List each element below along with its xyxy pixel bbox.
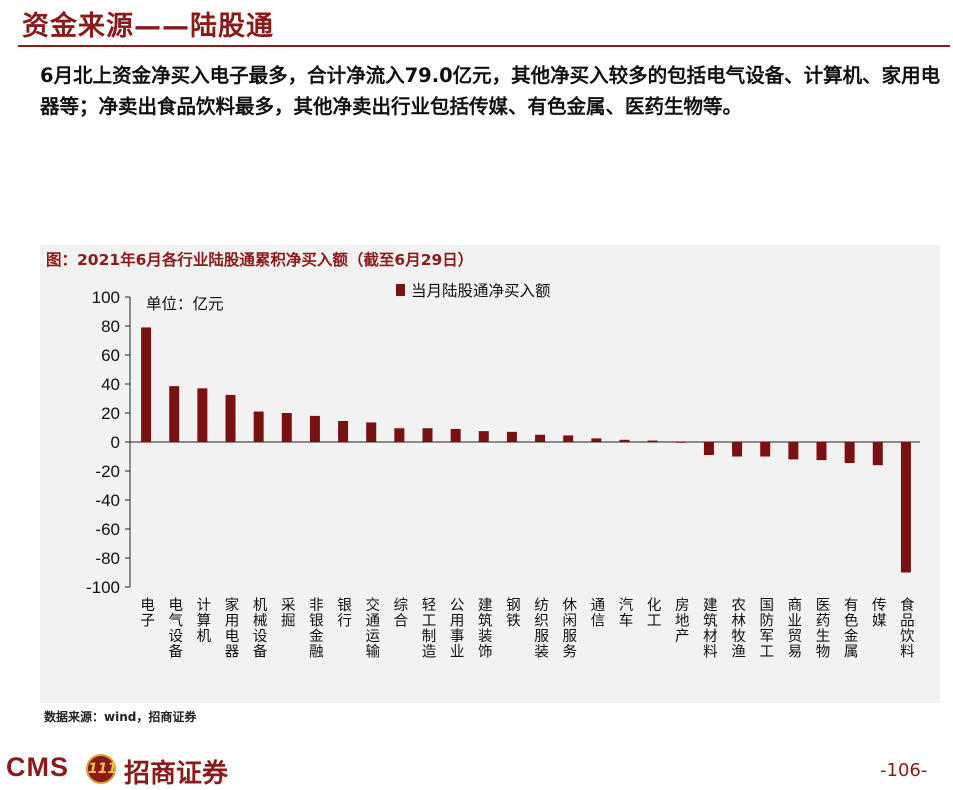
bar-商业贸易: [788, 442, 799, 460]
bar-纺织服装: [535, 434, 546, 442]
page-number: -106-: [880, 760, 928, 781]
bar-有色金属: [844, 442, 855, 464]
bar-建筑装饰: [478, 431, 489, 442]
logo-text-en: CMS: [6, 752, 69, 782]
bar-家用电器: [225, 394, 236, 442]
x-category-label: 纺织服装: [532, 597, 548, 659]
bar-传媒: [872, 442, 883, 466]
bar-通信: [591, 438, 602, 442]
x-category-label: 电气设备: [166, 597, 182, 659]
x-category-label: 农林牧渔: [729, 597, 745, 659]
bar-chart: 100 80 60 40 20 0 -20 -40 -60 -80 -100 单位：亿元 当月陆股通净买…: [86, 282, 920, 660]
unit-label: 单位：亿元: [146, 295, 224, 313]
x-category-label: 电子: [138, 597, 154, 628]
bar-食品饮料: [900, 442, 911, 573]
bar-电气设备: [169, 386, 180, 442]
bar-轻工制造: [422, 428, 433, 442]
x-category-label: 房地产: [673, 597, 689, 644]
x-category-label: 非银金融: [307, 597, 323, 659]
bar-非银金融: [309, 415, 320, 442]
x-category-label: 交通运输: [363, 596, 379, 659]
bar-钢铁: [506, 431, 517, 442]
x-category-label: 医药生物: [814, 597, 830, 659]
logo-badge-icon: 111: [86, 754, 117, 784]
x-category-label: 汽车: [617, 597, 633, 628]
bar-计算机: [197, 388, 208, 442]
chart-caption: 图：2021年6月各行业陆股通累积净买入额（截至6月29日）: [46, 251, 474, 269]
x-category-label: 综合: [391, 597, 407, 628]
x-category-label: 国防军工: [757, 597, 773, 659]
x-category-label: 商业贸易: [785, 597, 801, 659]
y-tick-label: 60: [101, 346, 120, 365]
bar-银行: [338, 420, 349, 442]
x-category-label: 银行: [335, 597, 351, 629]
y-tick-label: -60: [95, 520, 120, 539]
title-bar: 资金来源——陆股通: [0, 0, 953, 50]
x-category-label: 建筑材料: [701, 597, 717, 659]
x-category-label: 轻工制造: [420, 597, 436, 660]
y-tick-label: -20: [95, 462, 120, 481]
bar-汽车: [619, 439, 630, 442]
bar-交通运输: [366, 422, 377, 442]
y-tick-label: -80: [95, 549, 120, 568]
x-category-label: 建筑装饰: [476, 597, 492, 659]
legend-label: 当月陆股通净买入额: [411, 282, 551, 300]
bar-化工: [647, 440, 658, 442]
bar-采掘: [281, 413, 292, 442]
x-category-label: 休闲服务: [560, 597, 576, 660]
bar-建筑材料: [703, 442, 714, 456]
bar-医药生物: [816, 442, 827, 461]
x-category-label: 机械设备: [251, 597, 267, 659]
bar-综合: [394, 428, 405, 442]
bar-休闲服务: [563, 435, 574, 442]
bar-机械设备: [253, 411, 264, 442]
y-tick-label: -40: [95, 491, 120, 510]
x-category-label: 食品饮料: [898, 597, 914, 659]
data-source-note: 数据来源：wind，招商证券: [44, 710, 197, 724]
y-tick-label: 80: [101, 317, 120, 336]
bar-房地产: [675, 442, 686, 443]
x-category-label: 家用电器: [223, 597, 239, 659]
x-category-label: 有色金属: [842, 597, 858, 659]
x-category-label: 钢铁: [504, 597, 520, 628]
y-tick-label: 100: [92, 288, 120, 307]
x-category-label: 计算机: [194, 597, 210, 644]
bar-国防军工: [760, 442, 771, 457]
x-category-label: 采掘: [279, 597, 295, 629]
y-tick-label: -100: [86, 578, 120, 597]
intro-paragraph: 6月北上资金净买入电子最多，合计净流入79.0亿元，其他净买入较多的包括电气设备…: [40, 64, 941, 118]
legend-swatch: [396, 284, 405, 296]
company-logo: CMS 111 招商证券: [6, 752, 266, 789]
bar-电子: [141, 327, 152, 442]
x-category-label: 传媒: [870, 597, 886, 628]
y-tick-label: 40: [101, 375, 120, 394]
logo-text-cn: 招商证券: [124, 759, 229, 789]
chart-panel: 100 80 60 40 20 0 -20 -40 -60 -80 -100 单位：亿元 当月陆股通净买…: [40, 245, 940, 703]
bar-公用事业: [450, 428, 461, 442]
x-category-label: 化工: [645, 597, 661, 628]
bar-农林牧渔: [732, 442, 743, 457]
y-tick-label: 20: [101, 404, 120, 423]
page-title: 资金来源——陆股通: [22, 11, 274, 42]
title-divider: [18, 45, 950, 47]
y-tick-label: 0: [111, 433, 120, 452]
x-category-label: 公用事业: [448, 597, 464, 659]
x-category-label: 通信: [588, 597, 604, 628]
